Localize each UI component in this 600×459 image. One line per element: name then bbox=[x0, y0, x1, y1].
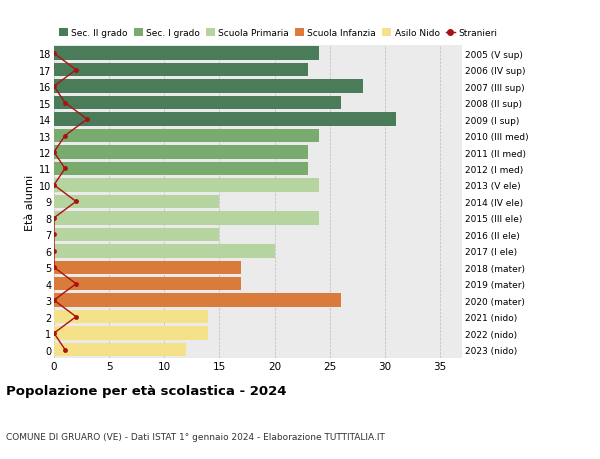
Bar bbox=[54, 261, 241, 274]
Bar bbox=[54, 195, 220, 209]
Bar bbox=[54, 146, 308, 159]
Bar bbox=[54, 179, 319, 192]
Legend: Sec. II grado, Sec. I grado, Scuola Primaria, Scuola Infanzia, Asilo Nido, Stran: Sec. II grado, Sec. I grado, Scuola Prim… bbox=[59, 29, 497, 38]
Text: COMUNE DI GRUARO (VE) - Dati ISTAT 1° gennaio 2024 - Elaborazione TUTTITALIA.IT: COMUNE DI GRUARO (VE) - Dati ISTAT 1° ge… bbox=[6, 431, 385, 441]
Bar bbox=[54, 97, 341, 110]
Bar bbox=[54, 228, 220, 241]
Bar bbox=[54, 113, 396, 127]
Bar bbox=[54, 80, 363, 94]
Bar bbox=[54, 294, 341, 307]
Y-axis label: Età alunni: Età alunni bbox=[25, 174, 35, 230]
Text: Popolazione per età scolastica - 2024: Popolazione per età scolastica - 2024 bbox=[6, 384, 287, 397]
Bar bbox=[54, 310, 208, 324]
Bar bbox=[54, 162, 308, 176]
Bar bbox=[54, 343, 187, 357]
Bar bbox=[54, 129, 319, 143]
Bar bbox=[54, 47, 319, 61]
Bar bbox=[54, 64, 308, 77]
Bar bbox=[54, 327, 208, 340]
Bar bbox=[54, 212, 319, 225]
Bar bbox=[54, 245, 275, 258]
Bar bbox=[54, 277, 241, 291]
